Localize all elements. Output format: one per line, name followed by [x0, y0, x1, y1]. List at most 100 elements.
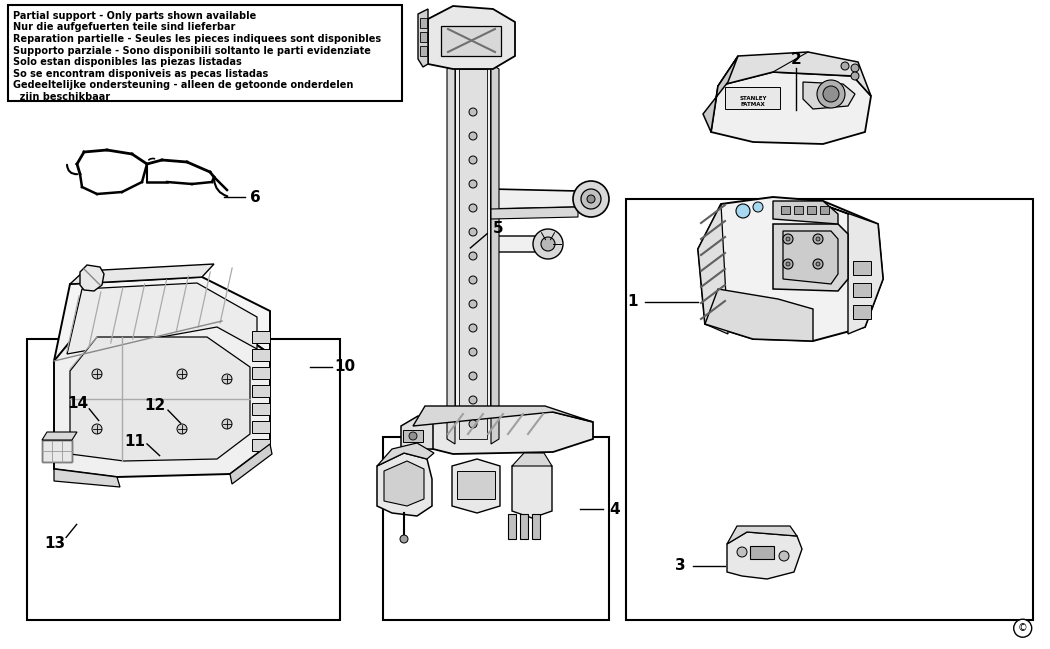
- Circle shape: [469, 300, 477, 308]
- Polygon shape: [401, 416, 433, 449]
- Bar: [781, 206, 790, 214]
- Bar: [252, 403, 270, 415]
- Bar: [457, 471, 495, 499]
- Text: 6: 6: [250, 190, 260, 205]
- Circle shape: [541, 237, 555, 251]
- Polygon shape: [80, 265, 104, 291]
- Circle shape: [469, 156, 477, 164]
- Bar: [383, 437, 609, 620]
- Polygon shape: [377, 453, 432, 516]
- Polygon shape: [418, 9, 428, 67]
- Polygon shape: [727, 526, 797, 544]
- Bar: [532, 514, 540, 539]
- Polygon shape: [54, 469, 120, 487]
- Polygon shape: [491, 207, 578, 219]
- Circle shape: [850, 72, 859, 80]
- Bar: [420, 46, 427, 56]
- Bar: [420, 18, 427, 28]
- Polygon shape: [718, 52, 872, 96]
- Bar: [853, 305, 871, 319]
- Bar: [27, 339, 340, 620]
- Text: 14: 14: [67, 396, 88, 411]
- Bar: [820, 206, 830, 214]
- Circle shape: [587, 195, 595, 203]
- Polygon shape: [803, 82, 855, 109]
- Circle shape: [533, 229, 563, 259]
- Circle shape: [786, 237, 790, 241]
- Bar: [252, 349, 270, 361]
- Text: Partial support - Only parts shown available: Partial support - Only parts shown avail…: [14, 11, 256, 21]
- Circle shape: [786, 262, 790, 266]
- Circle shape: [1013, 619, 1032, 637]
- Bar: [853, 261, 871, 275]
- Polygon shape: [711, 72, 872, 144]
- Text: ©: ©: [1017, 623, 1028, 633]
- Polygon shape: [512, 453, 552, 466]
- Circle shape: [469, 108, 477, 116]
- Circle shape: [92, 369, 102, 379]
- Polygon shape: [698, 204, 728, 334]
- Circle shape: [222, 374, 232, 384]
- Text: Reparation partielle - Seules les pieces indiquees sont disponibles: Reparation partielle - Seules les pieces…: [14, 34, 381, 44]
- Text: STANLEY: STANLEY: [739, 95, 766, 101]
- Polygon shape: [491, 189, 585, 209]
- Circle shape: [469, 348, 477, 356]
- Circle shape: [177, 424, 187, 434]
- Text: Solo estan disponibles las piezas listadas: Solo estan disponibles las piezas listad…: [14, 57, 243, 67]
- Polygon shape: [441, 26, 501, 56]
- Circle shape: [841, 62, 849, 70]
- Polygon shape: [42, 432, 77, 440]
- Bar: [459, 69, 487, 439]
- Bar: [42, 440, 72, 462]
- Polygon shape: [428, 6, 514, 69]
- Text: zijn beschikbaar: zijn beschikbaar: [14, 92, 110, 102]
- Text: 12: 12: [145, 398, 166, 413]
- Circle shape: [816, 262, 820, 266]
- Polygon shape: [54, 277, 270, 361]
- Text: 3: 3: [675, 558, 686, 574]
- Polygon shape: [447, 64, 455, 444]
- Polygon shape: [727, 532, 802, 579]
- Text: Supporto parziale - Sono disponibili soltanto le parti evidenziate: Supporto parziale - Sono disponibili sol…: [14, 45, 372, 56]
- Circle shape: [581, 189, 601, 209]
- Circle shape: [177, 369, 187, 379]
- Text: 10: 10: [334, 359, 355, 374]
- Circle shape: [753, 202, 763, 212]
- Polygon shape: [452, 459, 500, 513]
- Polygon shape: [783, 231, 838, 284]
- Circle shape: [779, 551, 789, 561]
- Circle shape: [813, 234, 823, 244]
- Circle shape: [469, 420, 477, 428]
- Bar: [252, 439, 270, 451]
- Text: So se encontram disponiveis as pecas listadas: So se encontram disponiveis as pecas lis…: [14, 69, 269, 79]
- Bar: [853, 283, 871, 297]
- Polygon shape: [698, 197, 883, 341]
- Text: FATMAX: FATMAX: [740, 103, 765, 108]
- Circle shape: [850, 64, 859, 72]
- Bar: [807, 206, 816, 214]
- Text: Gedeeltelijke ondersteuning - alleen de getoonde onderdelen: Gedeeltelijke ondersteuning - alleen de …: [14, 80, 354, 90]
- Bar: [508, 514, 516, 539]
- Bar: [252, 385, 270, 397]
- Bar: [420, 32, 427, 42]
- Polygon shape: [413, 406, 593, 426]
- Polygon shape: [512, 459, 552, 518]
- Text: 1: 1: [627, 294, 637, 310]
- Circle shape: [222, 419, 232, 429]
- Polygon shape: [230, 444, 272, 484]
- Text: Nur die aufgefuerten teile sind lieferbar: Nur die aufgefuerten teile sind lieferba…: [14, 23, 236, 32]
- Polygon shape: [705, 289, 813, 341]
- Circle shape: [573, 181, 609, 217]
- Bar: [794, 206, 803, 214]
- Circle shape: [469, 204, 477, 212]
- Polygon shape: [70, 337, 250, 461]
- Text: 5: 5: [492, 221, 503, 236]
- Polygon shape: [67, 283, 257, 354]
- Polygon shape: [384, 461, 424, 506]
- Circle shape: [469, 132, 477, 140]
- Circle shape: [469, 372, 477, 380]
- Bar: [724, 87, 780, 109]
- Bar: [455, 64, 491, 444]
- Circle shape: [400, 535, 408, 543]
- Circle shape: [469, 276, 477, 284]
